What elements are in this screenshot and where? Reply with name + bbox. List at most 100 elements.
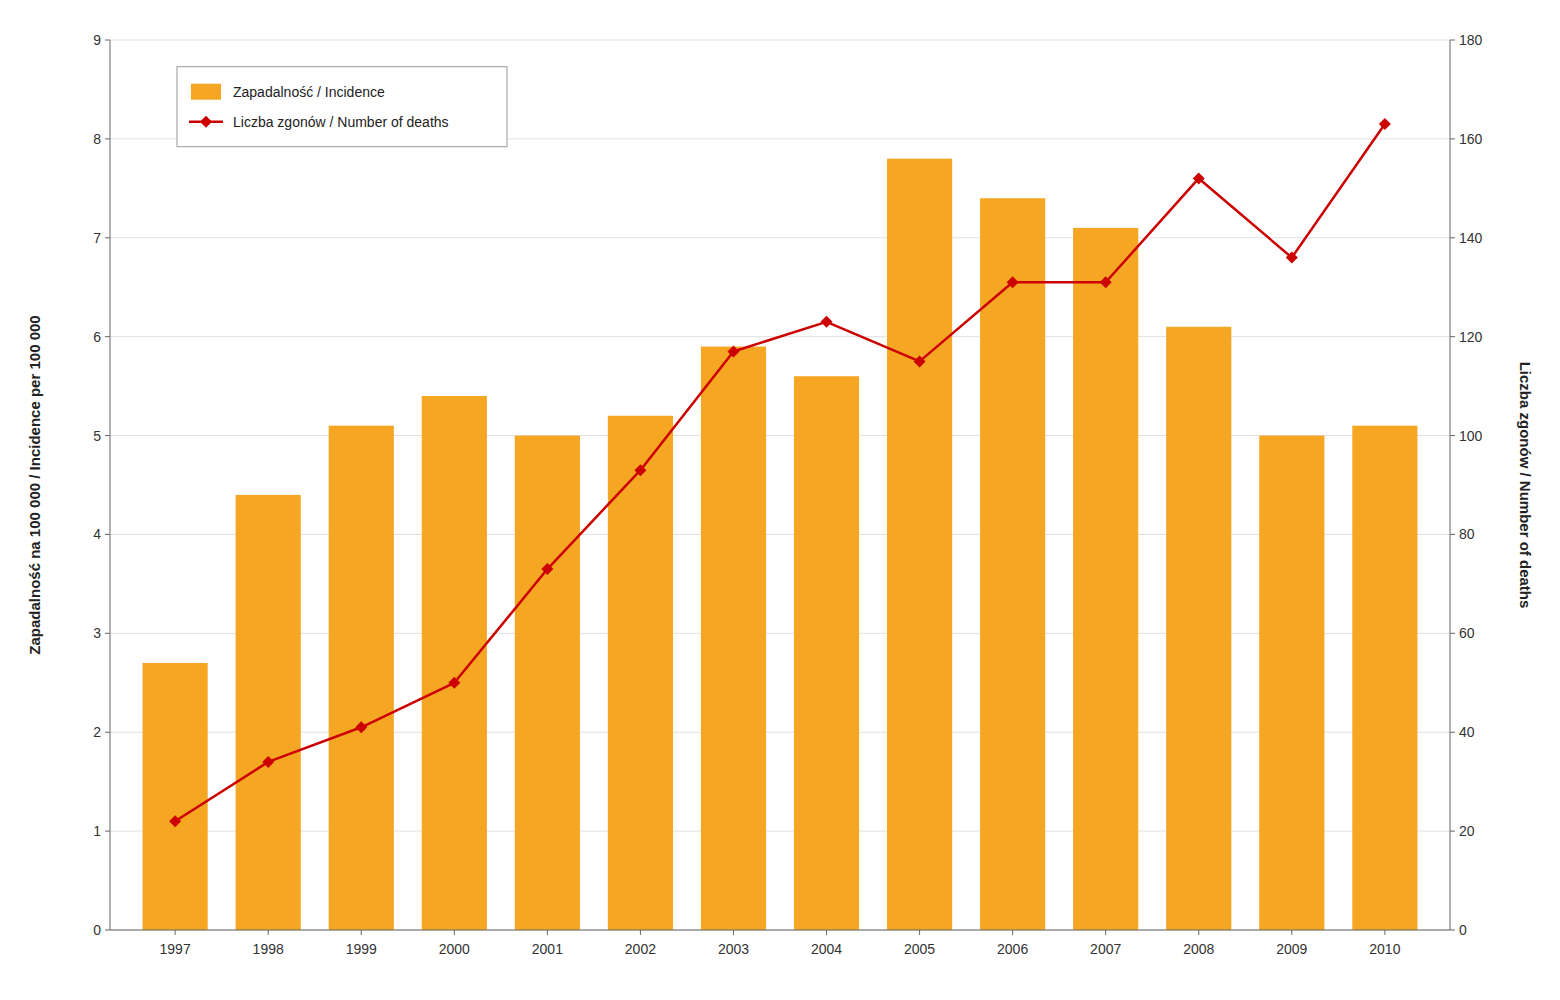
y2-tick-label: 20	[1459, 823, 1475, 839]
bar	[980, 198, 1045, 930]
x-tick	[175, 930, 176, 935]
y2-tick	[1450, 435, 1455, 436]
x-tick-label: 2004	[811, 941, 842, 957]
bar	[422, 396, 487, 930]
y-tick	[105, 336, 110, 337]
grid-line	[110, 732, 1450, 733]
x-tick	[1384, 930, 1385, 935]
y2-tick	[1450, 336, 1455, 337]
marker	[634, 464, 646, 476]
x-tick-label: 2003	[718, 941, 749, 957]
plot-area	[143, 118, 1418, 930]
y2-tick	[1450, 40, 1455, 41]
y-tick-label: 3	[93, 625, 101, 641]
y-tick	[105, 138, 110, 139]
bar	[887, 159, 952, 930]
y2-tick-label: 60	[1459, 625, 1475, 641]
y-tick	[105, 633, 110, 634]
chart: 1997199819992000200120022003200420052006…	[0, 0, 1560, 1000]
marker	[1007, 276, 1019, 288]
x-tick-label: 2009	[1276, 941, 1307, 957]
y2-tick-label: 40	[1459, 724, 1475, 740]
marker	[727, 346, 739, 358]
bar	[794, 376, 859, 930]
marker	[355, 721, 367, 733]
marker	[541, 563, 553, 575]
y-tick	[105, 534, 110, 535]
x-tick-label: 1997	[160, 941, 191, 957]
bar	[329, 426, 394, 930]
bar	[1166, 327, 1231, 930]
bar	[701, 347, 766, 930]
bar	[236, 495, 301, 930]
y2-tick	[1450, 534, 1455, 535]
x-tick-label: 2010	[1369, 941, 1400, 957]
x-tick-label: 2008	[1183, 941, 1214, 957]
x-tick-label: 2001	[532, 941, 563, 957]
grid-line	[110, 237, 1450, 238]
x-tick	[1291, 930, 1292, 935]
y-tick-label: 7	[93, 230, 101, 246]
y-tick-label: 6	[93, 329, 101, 345]
x-axis-line	[110, 930, 1450, 931]
marker	[169, 815, 181, 827]
x-tick	[919, 930, 920, 935]
y2-axis-line	[1450, 40, 1451, 930]
y2-tick-label: 80	[1459, 526, 1475, 542]
x-tick	[640, 930, 641, 935]
y-tick	[105, 930, 110, 931]
marker	[1193, 172, 1205, 184]
x-tick	[826, 930, 827, 935]
y-tick-label: 9	[93, 32, 101, 48]
y-tick	[105, 435, 110, 436]
y-axis-line	[110, 40, 111, 930]
legend-label: Zapadalność / Incidence	[233, 84, 385, 100]
y-tick-label: 5	[93, 428, 101, 444]
y2-tick-label: 160	[1459, 131, 1483, 147]
x-tick-label: 2000	[439, 941, 470, 957]
legend-marker	[200, 116, 212, 128]
x-tick	[268, 930, 269, 935]
y-tick-label: 4	[93, 526, 101, 542]
bar	[515, 436, 580, 930]
marker	[448, 677, 460, 689]
bar	[143, 663, 208, 930]
y2-axis-label: Liczba zgonów / Number of deaths	[1517, 362, 1534, 609]
grid-line	[110, 534, 1450, 535]
y-axis-label: Zapadalność na 100 000 / Incidence per 1…	[26, 315, 43, 654]
x-tick	[361, 930, 362, 935]
bar	[1352, 426, 1417, 930]
y-tick-label: 0	[93, 922, 101, 938]
y2-tick	[1450, 633, 1455, 634]
x-tick-label: 2002	[625, 941, 656, 957]
legend: Zapadalność / Incidence Liczba zgonów / N…	[177, 67, 507, 147]
line	[175, 124, 1385, 821]
y2-tick-label: 180	[1459, 32, 1483, 48]
y2-tick-label: 140	[1459, 230, 1483, 246]
y-tick	[105, 732, 110, 733]
y2-tick	[1450, 831, 1455, 832]
grid-line	[110, 930, 1450, 931]
x-tick	[454, 930, 455, 935]
x-tick	[1198, 930, 1199, 935]
marker	[262, 756, 274, 768]
y-tick-label: 8	[93, 131, 101, 147]
x-tick-label: 2005	[904, 941, 935, 957]
legend-frame	[177, 67, 507, 147]
x-tick-label: 1999	[346, 941, 377, 957]
bar	[1259, 436, 1324, 930]
marker	[914, 355, 926, 367]
legend-label: Liczba zgonów / Number of deaths	[233, 114, 449, 130]
x-tick-label: 2006	[997, 941, 1028, 957]
marker	[821, 316, 833, 328]
y2-tick	[1450, 138, 1455, 139]
bar	[1073, 228, 1138, 930]
y-tick	[105, 237, 110, 238]
y-tick	[105, 831, 110, 832]
marker	[1286, 252, 1298, 264]
x-tick-label: 1998	[253, 941, 284, 957]
axes: 1997199819992000200120022003200420052006…	[93, 32, 1482, 957]
grid	[110, 40, 1450, 930]
y2-tick	[1450, 732, 1455, 733]
marker	[1379, 118, 1391, 130]
